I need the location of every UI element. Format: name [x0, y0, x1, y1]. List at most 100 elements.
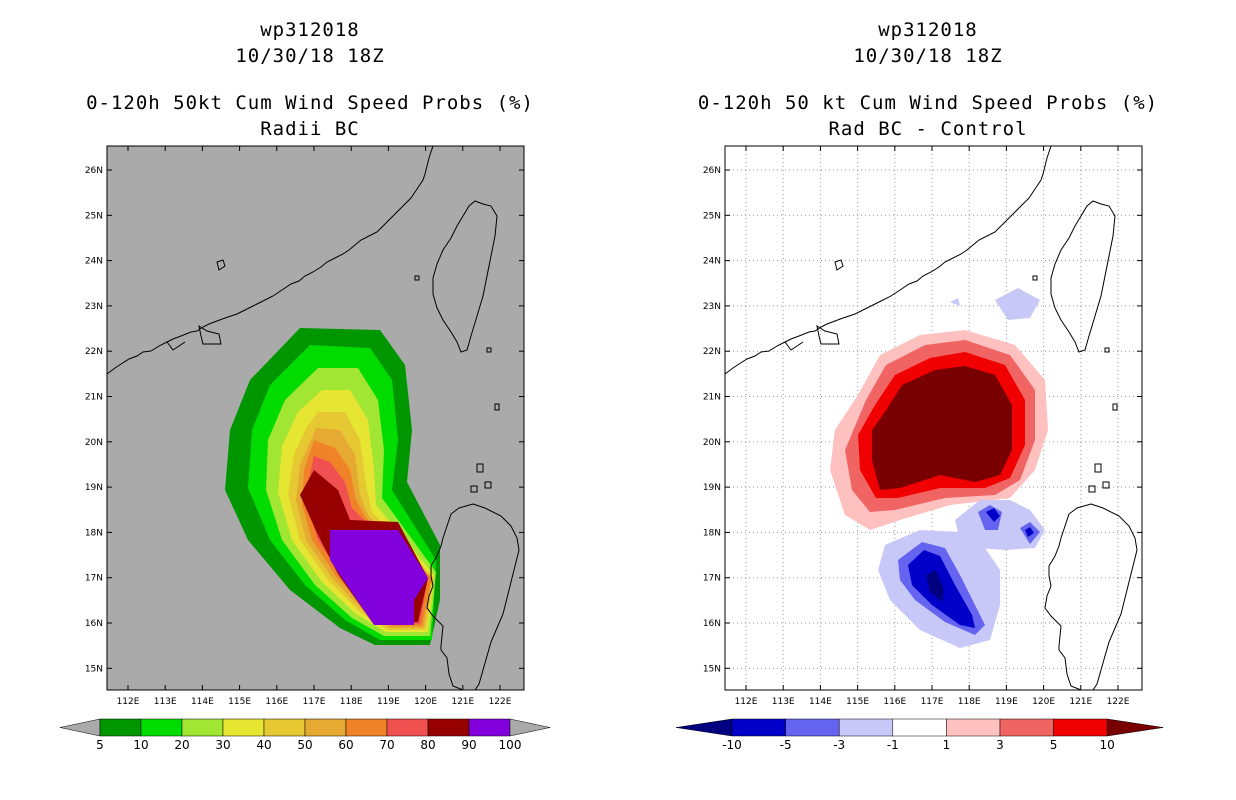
lon-label: 121E: [1069, 697, 1092, 707]
colorbar-swatch: [263, 718, 306, 737]
lat-label: 16N: [85, 619, 103, 629]
lon-label: 112E: [735, 697, 758, 707]
lat-label: 23N: [703, 302, 721, 312]
right-lon-axis: 112E 113E 114E 115E 116E 117E 118E 119E 120E 121E…: [735, 146, 1130, 707]
lat-label: 16N: [703, 619, 721, 629]
lat-label: 19N: [85, 483, 103, 493]
lon-label: 118E: [340, 697, 363, 707]
left-title: 0-120h 50kt Cum Wind Speed Probs (%): [86, 92, 534, 114]
right-titles: 0-120h 50 kt Cum Wind Speed Probs (%) Ra…: [648, 90, 1208, 142]
colorbar-label: 90: [461, 738, 476, 752]
lat-label: 20N: [85, 438, 103, 448]
lon-label: 117E: [303, 697, 326, 707]
lon-label: 115E: [846, 697, 869, 707]
right-subtitle: Rad BC - Control: [828, 118, 1028, 140]
lon-label: 120E: [414, 697, 437, 707]
lon-label: 119E: [377, 697, 400, 707]
colorbar-swatch: [140, 718, 183, 737]
left-titles: 0-120h 50kt Cum Wind Speed Probs (%) Rad…: [30, 90, 590, 142]
colorbar-label: -10: [722, 738, 742, 752]
lat-label: 22N: [85, 347, 103, 357]
colorbar-swatch: [99, 718, 142, 737]
colorbar-swatch: [946, 718, 1001, 737]
lat-label: 18N: [85, 528, 103, 538]
colorbar-swatch: [731, 718, 786, 737]
right-difference-contours: [725, 146, 1138, 690]
lat-label: 21N: [85, 393, 103, 403]
colorbar-label: 30: [215, 738, 230, 752]
colorbar-label: 3: [996, 738, 1004, 752]
left-lat-axis: 26N 25N 24N 23N 22N 21N 20N 19N 18N 17N 16N 15N: [85, 166, 524, 674]
colorbar-label: 60: [338, 738, 353, 752]
colorbar-swatch: [345, 718, 388, 737]
lon-label: 113E: [154, 697, 177, 707]
colorbar-label: 1: [943, 738, 951, 752]
lat-label: 24N: [703, 257, 721, 267]
lon-label: 119E: [995, 697, 1018, 707]
colorbar-end-left: [59, 718, 101, 737]
lat-label: 24N: [85, 257, 103, 267]
lon-label: 122E: [489, 697, 512, 707]
colorbar-swatch: [427, 718, 470, 737]
lon-label: 116E: [265, 697, 288, 707]
colorbar-label: 20: [174, 738, 189, 752]
colorbar-end-right: [1106, 718, 1164, 737]
colorbar-label: 50: [297, 738, 312, 752]
left-subtitle: Radii BC: [260, 118, 360, 140]
left-map-panel: 26N 25N 24N 23N 22N 21N 20N 19N 18N 17N 16N 15N 112…: [59, 145, 551, 752]
lat-label: 22N: [703, 347, 721, 357]
left-lon-axis: 112E 113E 114E 115E 116E 117E 118E 119E 120E 121E…: [117, 146, 512, 707]
left-colorbar: 5 10 20 30 40 50 60 70 80 90 100: [59, 718, 551, 752]
colorbar-label: -1: [887, 738, 899, 752]
lat-label: 15N: [85, 664, 103, 674]
colorbar-label: 5: [1050, 738, 1058, 752]
left-probability-contours: [107, 146, 520, 690]
colorbar-label: 10: [133, 738, 148, 752]
lat-label: 20N: [703, 438, 721, 448]
lon-label: 118E: [958, 697, 981, 707]
colorbar-swatch: [785, 718, 840, 737]
right-title: 0-120h 50 kt Cum Wind Speed Probs (%): [697, 92, 1159, 114]
lat-label: 17N: [703, 574, 721, 584]
lat-label: 17N: [85, 574, 103, 584]
colorbar-label: -3: [833, 738, 845, 752]
right-storm-id: wp312018: [878, 19, 978, 41]
colorbar-label: 70: [379, 738, 394, 752]
right-colorbar: -10 -5 -3 -1 1 3 5 10: [675, 718, 1164, 752]
colorbar-swatch: [838, 718, 894, 737]
lon-label: 117E: [921, 697, 944, 707]
lon-label: 114E: [809, 697, 832, 707]
left-header: wp312018 10/30/18 18Z: [30, 17, 590, 69]
lon-label: 122E: [1107, 697, 1130, 707]
lon-label: 114E: [191, 697, 214, 707]
right-lat-axis: 26N 25N 24N 23N 22N 21N 20N 19N 18N 17N 16N 15N: [703, 166, 1142, 674]
left-contour-90: [330, 530, 428, 625]
right-neg-contour-5c: [1025, 527, 1034, 537]
right-map-frame: [724, 145, 1143, 691]
lat-label: 15N: [703, 664, 721, 674]
lat-label: 25N: [703, 211, 721, 221]
left-time: 10/30/18 18Z: [235, 45, 385, 67]
right-header: wp312018 10/30/18 18Z: [648, 17, 1208, 69]
right-pos-contour-10: [872, 366, 1012, 490]
lat-label: 23N: [85, 302, 103, 312]
lon-label: 115E: [228, 697, 251, 707]
colorbar-swatch: [1053, 718, 1108, 737]
colorbar-swatch: [999, 718, 1054, 737]
lon-label: 120E: [1032, 697, 1055, 707]
left-storm-id: wp312018: [260, 19, 360, 41]
lat-label: 26N: [703, 166, 721, 176]
lon-label: 116E: [883, 697, 906, 707]
lat-label: 21N: [703, 393, 721, 403]
colorbar-swatch: [222, 718, 265, 737]
colorbar-end-right: [509, 718, 551, 737]
colorbar-label: -5: [780, 738, 792, 752]
colorbar-swatch: [468, 718, 511, 737]
lon-label: 112E: [117, 697, 140, 707]
right-neg-contour-1d: [950, 298, 960, 306]
colorbar-label: 100: [499, 738, 522, 752]
right-time: 10/30/18 18Z: [853, 45, 1003, 67]
lat-label: 26N: [85, 166, 103, 176]
